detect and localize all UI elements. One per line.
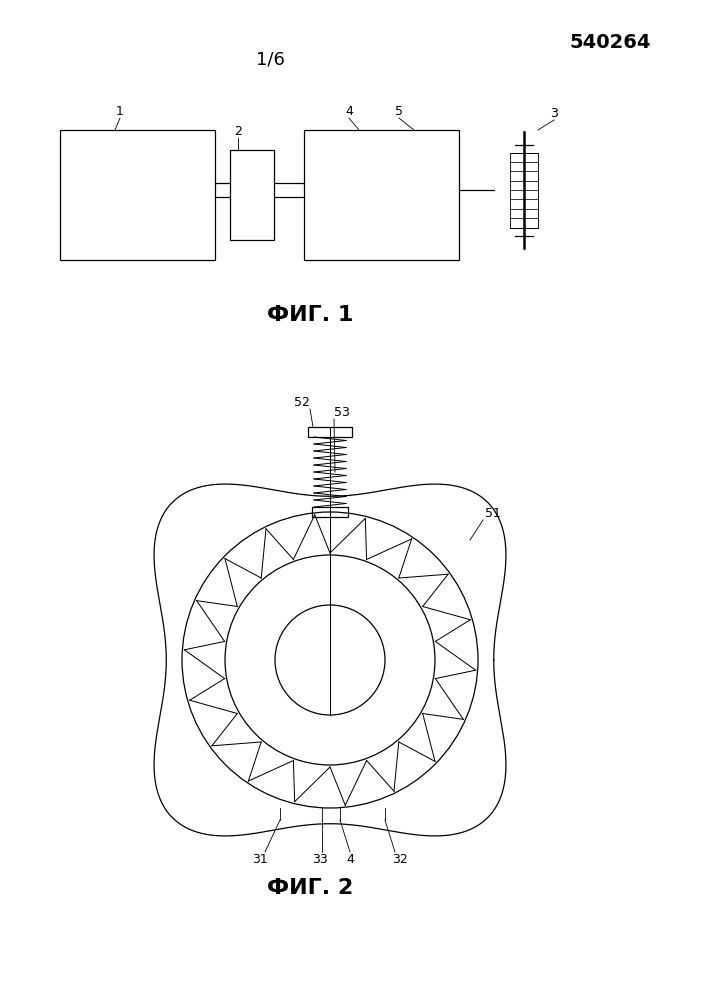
Text: 540264: 540264 [569, 32, 650, 51]
Text: 1/6: 1/6 [255, 51, 284, 69]
Text: 4: 4 [346, 853, 354, 866]
Bar [312, 507, 348, 517]
Text: 5: 5 [395, 105, 403, 118]
Text: 32: 32 [392, 853, 408, 866]
Text: 33: 33 [312, 853, 328, 866]
Text: 4: 4 [345, 105, 353, 118]
Text: 3: 3 [550, 107, 558, 120]
Text: 31: 31 [252, 853, 268, 866]
Text: 52: 52 [294, 396, 310, 409]
Text: ФИГ. 1: ФИГ. 1 [267, 305, 354, 325]
Text: 2: 2 [234, 125, 242, 138]
Text: ФИГ. 2: ФИГ. 2 [267, 878, 353, 898]
Bar [60, 130, 215, 260]
Text: 51: 51 [485, 507, 501, 520]
Bar [230, 150, 274, 240]
Text: 53: 53 [334, 406, 350, 419]
Text: 1: 1 [116, 105, 124, 118]
Bar [510, 152, 538, 228]
Bar [308, 427, 352, 437]
Bar [304, 130, 459, 260]
